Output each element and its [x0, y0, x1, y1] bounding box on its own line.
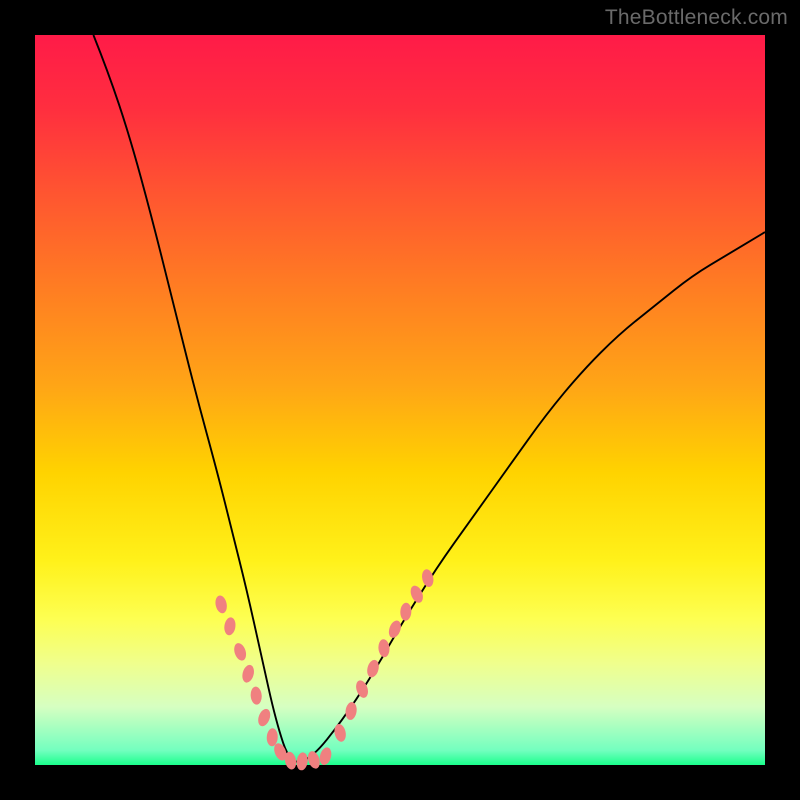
- watermark-label: TheBottleneck.com: [605, 6, 788, 30]
- chart-svg: [0, 0, 800, 800]
- chart-frame: TheBottleneck.com: [0, 0, 800, 800]
